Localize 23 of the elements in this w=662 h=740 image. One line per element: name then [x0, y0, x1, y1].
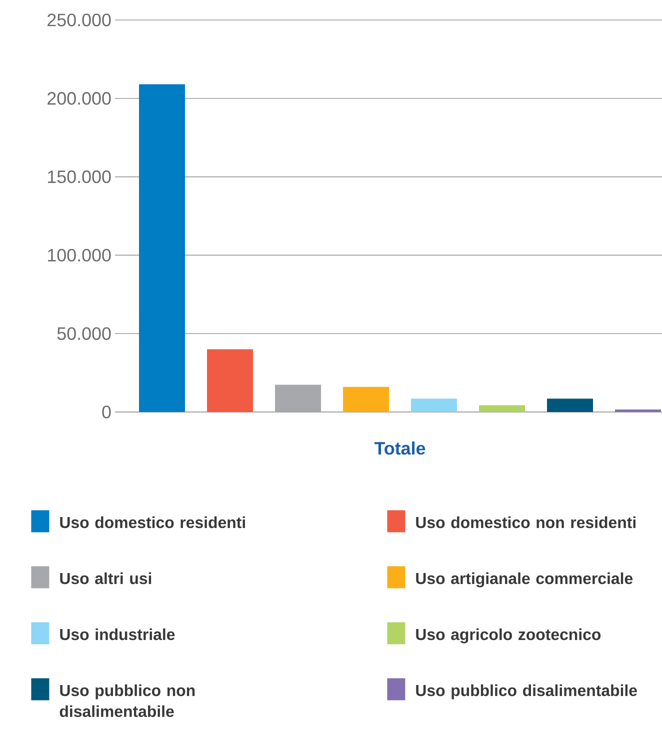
bar: [139, 84, 185, 412]
x-tick-label: Totale: [374, 442, 426, 455]
legend-label: Uso domestico residenti: [60, 516, 245, 528]
y-tick-label: 150.000: [48, 170, 111, 184]
y-tick-label: 0: [102, 406, 111, 418]
y-tick-label: 200.000: [48, 92, 111, 105]
legend-label: Uso artigianale commerciale: [416, 572, 633, 588]
y-tick-label: 250.000: [48, 14, 111, 26]
legend-label: Uso pubblico disalimentabile: [416, 684, 637, 700]
legend-label: Uso pubblico non disalimentabile: [60, 684, 195, 718]
bar: [207, 349, 253, 412]
bar: [343, 386, 389, 412]
bar: [547, 398, 594, 412]
y-tick-label: 100.000: [48, 248, 111, 262]
legend-label: Uso agricolo zootecnico: [416, 628, 601, 644]
bar: [615, 409, 661, 412]
y-tick-label: 50.000: [57, 327, 111, 340]
legend-label: Uso altri usi: [60, 572, 152, 584]
legend-label: Uso domestico non residenti: [416, 516, 636, 528]
bar: [479, 405, 526, 412]
bar: [411, 398, 457, 412]
legend-label: Uso industriale: [60, 628, 175, 640]
bar: [275, 384, 321, 412]
